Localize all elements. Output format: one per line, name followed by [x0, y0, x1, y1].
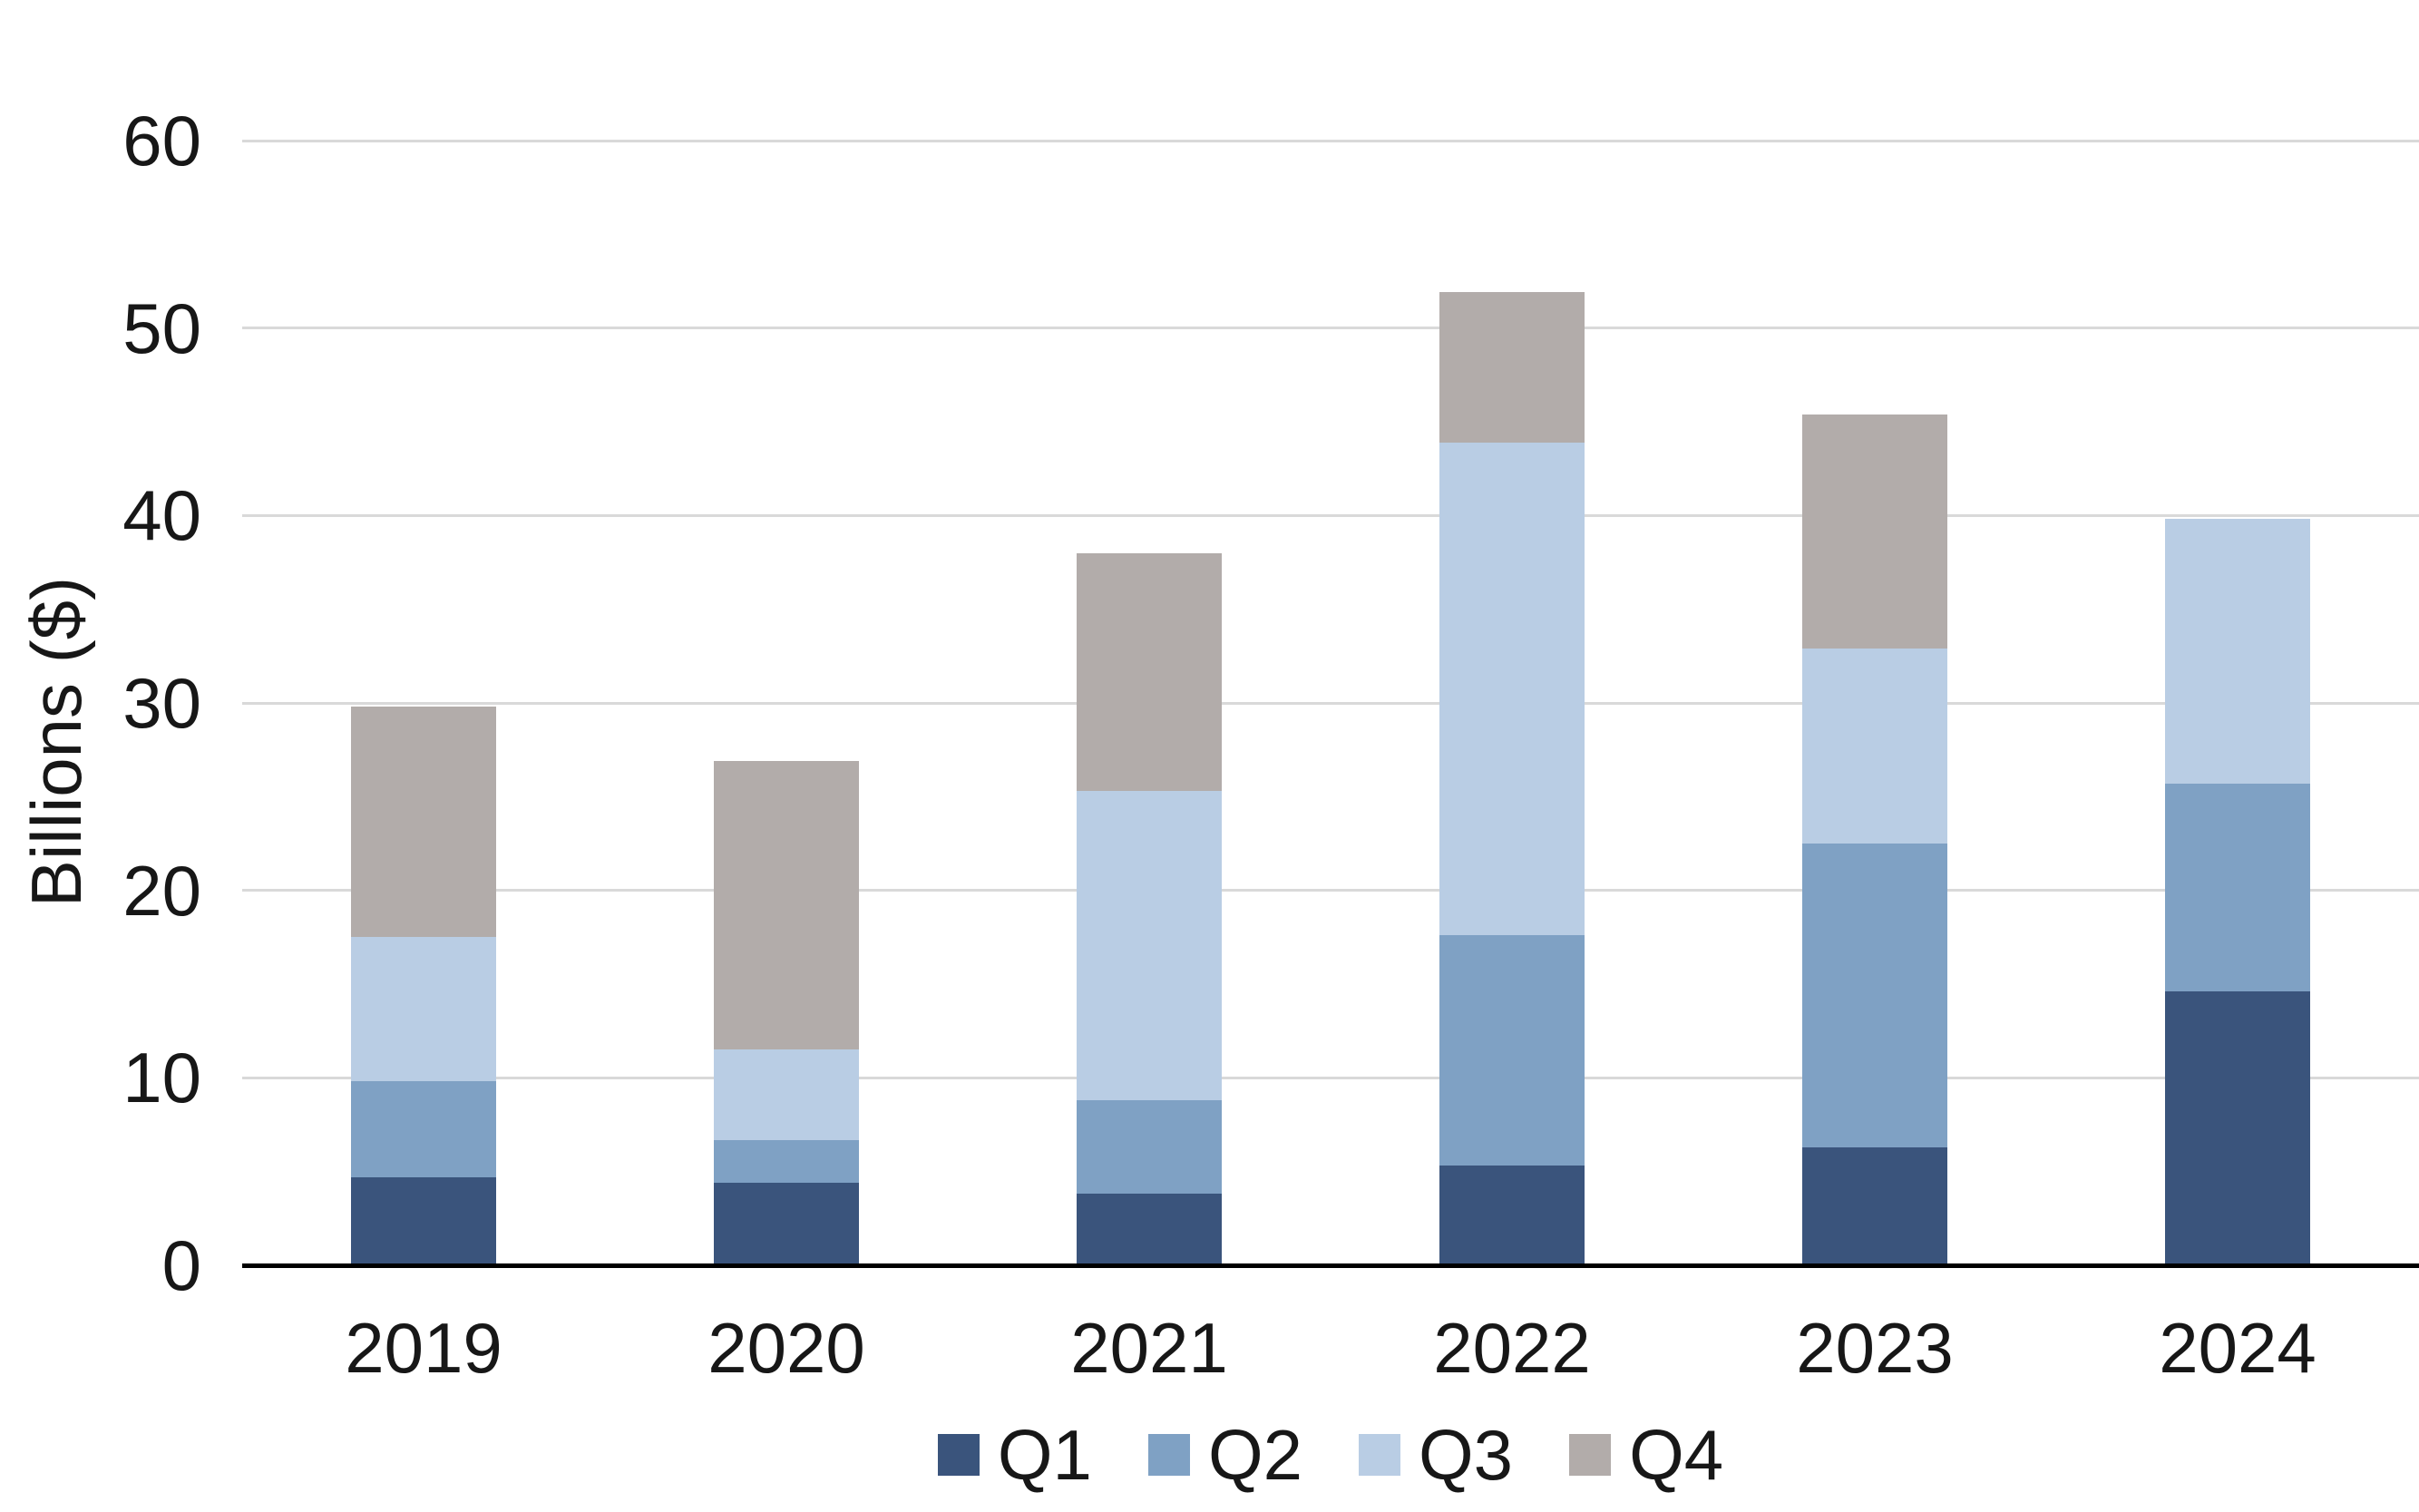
bar-segment-q2-2022	[1439, 935, 1585, 1166]
legend-item-q3: Q3	[1359, 1411, 1513, 1498]
bar-segment-q3-2021	[1077, 791, 1222, 1101]
bar-segment-q2-2024	[2165, 783, 2310, 992]
bar-segment-q3-2019	[351, 937, 496, 1082]
chart-legend: Q1 Q2 Q3 Q4	[242, 1411, 2419, 1498]
y-tick-label-10: 10	[122, 1038, 201, 1118]
x-tick-label-2023: 2023	[1796, 1308, 1954, 1388]
bar-segment-q1-2019	[351, 1176, 496, 1265]
x-axis-line	[242, 1263, 2419, 1268]
x-tick-label-2022: 2022	[1433, 1308, 1591, 1388]
legend-swatch-q4	[1569, 1434, 1612, 1476]
gridline-50	[242, 327, 2419, 330]
legend-swatch-q3	[1359, 1434, 1400, 1476]
legend-swatch-q1	[937, 1434, 980, 1476]
gridline-40	[242, 513, 2419, 517]
bar-segment-q1-2024	[2165, 991, 2310, 1265]
x-tick-label-2024: 2024	[2159, 1308, 2317, 1388]
y-tick-label-20: 20	[122, 850, 201, 931]
y-tick-label-40: 40	[122, 475, 201, 556]
legend-label-q1: Q1	[997, 1415, 1092, 1495]
y-tick-label-50: 50	[122, 288, 201, 368]
bar-segment-q2-2021	[1077, 1100, 1222, 1195]
legend-label-q2: Q2	[1207, 1415, 1302, 1495]
bar-segment-q4-2019	[351, 707, 496, 938]
bar-segment-q1-2022	[1439, 1166, 1585, 1265]
bar-segment-q4-2020	[714, 761, 859, 1050]
gridline-30	[242, 701, 2419, 705]
bar-segment-q4-2022	[1439, 292, 1585, 443]
x-tick-label-2021: 2021	[1070, 1308, 1228, 1388]
y-tick-label-60: 60	[122, 101, 201, 180]
legend-item-q1: Q1	[937, 1411, 1092, 1498]
y-tick-label-0: 0	[161, 1225, 201, 1305]
bar-segment-q2-2023	[1802, 844, 1947, 1147]
gridline-10	[242, 1076, 2419, 1079]
bar-segment-q2-2020	[714, 1139, 859, 1184]
x-tick-label-2020: 2020	[707, 1308, 865, 1388]
bar-segment-q1-2021	[1077, 1194, 1222, 1265]
x-tick-label-2019: 2019	[345, 1308, 502, 1388]
legend-item-q2: Q2	[1147, 1411, 1302, 1498]
bar-segment-q3-2020	[714, 1049, 859, 1140]
bar-segment-q4-2021	[1077, 552, 1222, 792]
legend-label-q4: Q4	[1629, 1415, 1724, 1495]
bar-segment-q3-2023	[1802, 649, 1947, 844]
y-tick-label-30: 30	[122, 663, 201, 743]
bar-segment-q4-2023	[1802, 414, 1947, 649]
gridline-60	[242, 139, 2419, 142]
legend-item-q4: Q4	[1569, 1411, 1723, 1498]
bar-segment-q1-2023	[1802, 1146, 1947, 1265]
bar-segment-q2-2019	[351, 1081, 496, 1177]
bar-segment-q1-2020	[714, 1183, 859, 1265]
legend-swatch-q2	[1147, 1434, 1190, 1476]
bar-segment-q3-2022	[1439, 442, 1585, 936]
bar-segment-q3-2024	[2165, 519, 2310, 784]
legend-label-q3: Q3	[1419, 1415, 1514, 1495]
gridline-20	[242, 889, 2419, 893]
